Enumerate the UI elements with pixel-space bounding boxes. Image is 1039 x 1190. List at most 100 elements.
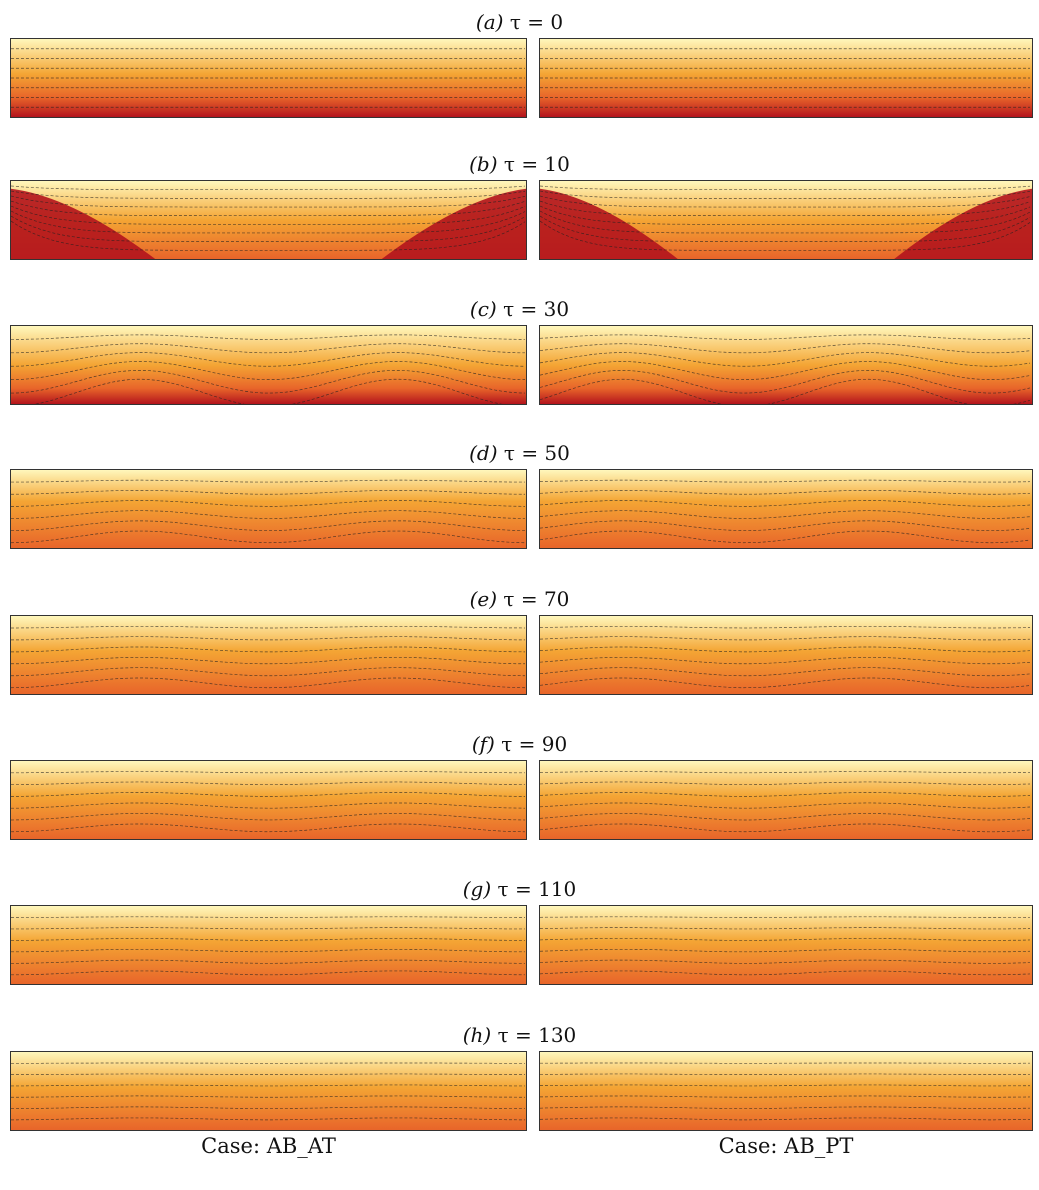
panel-f-ab-pt bbox=[539, 760, 1033, 840]
isotherm-line bbox=[11, 1084, 526, 1087]
isotherm-line bbox=[540, 361, 1031, 380]
row-label-d: (d) bbox=[469, 441, 498, 465]
isotherm-line bbox=[11, 334, 526, 340]
row-label-a: (a) bbox=[475, 10, 504, 34]
isotherm-line bbox=[540, 938, 1031, 941]
temperature-field-g-ab-at bbox=[11, 906, 526, 984]
row-eq-e: τ = 70 bbox=[503, 587, 570, 611]
isotherm-line bbox=[540, 205, 1031, 225]
isotherm-line bbox=[11, 792, 526, 797]
isotherm-line bbox=[540, 490, 1031, 495]
isotherm-line bbox=[540, 510, 1031, 519]
panel-c-ab-at bbox=[10, 325, 527, 405]
field-background bbox=[11, 470, 526, 548]
isotherm-line bbox=[540, 343, 1031, 354]
hot-plume bbox=[540, 188, 678, 259]
isotherm-line bbox=[11, 677, 526, 689]
isotherm-line bbox=[11, 500, 526, 507]
hot-plume bbox=[381, 188, 526, 259]
isotherm-line bbox=[11, 959, 526, 964]
field-background bbox=[540, 906, 1032, 984]
isotherm-line bbox=[11, 185, 526, 191]
panel-e-ab-pt bbox=[539, 615, 1033, 695]
isotherm-line bbox=[540, 500, 1031, 507]
case-label-ab-pt: Case: AB_PT bbox=[718, 1134, 854, 1158]
temperature-field-e-ab-pt bbox=[540, 616, 1032, 694]
row-eq-c: τ = 30 bbox=[503, 297, 570, 321]
row-title-a: (a) τ = 0 bbox=[0, 10, 1039, 34]
temperature-field-e-ab-at bbox=[11, 616, 526, 694]
isotherm-line bbox=[11, 802, 526, 809]
isotherm-line bbox=[11, 210, 526, 234]
isotherm-line bbox=[11, 530, 526, 544]
isotherm-line bbox=[540, 210, 1031, 234]
temperature-field-c-ab-at bbox=[11, 326, 526, 404]
panel-d-ab-at bbox=[10, 469, 527, 549]
isotherm-line bbox=[540, 334, 1031, 340]
isotherm-line bbox=[11, 195, 526, 208]
temperature-field-a-ab-pt bbox=[540, 39, 1032, 117]
panel-h-ab-pt bbox=[539, 1051, 1033, 1131]
field-background bbox=[11, 616, 526, 694]
temperature-field-d-ab-pt bbox=[540, 470, 1032, 548]
isotherm-line bbox=[540, 823, 1031, 833]
isotherm-line bbox=[11, 656, 526, 665]
isotherm-line bbox=[11, 1106, 526, 1109]
isotherm-line bbox=[11, 220, 526, 251]
field-background bbox=[11, 1052, 526, 1130]
isotherm-line bbox=[540, 948, 1031, 953]
temperature-field-g-ab-pt bbox=[540, 906, 1032, 984]
panel-d-ab-pt bbox=[539, 469, 1033, 549]
isotherm-line bbox=[540, 370, 1031, 394]
row-label-h: (h) bbox=[462, 1023, 492, 1047]
isotherm-line bbox=[11, 205, 526, 225]
row-eq-f: τ = 90 bbox=[501, 732, 568, 756]
temperature-field-a-ab-at bbox=[11, 39, 526, 117]
isotherm-line bbox=[540, 646, 1031, 653]
field-background bbox=[540, 616, 1032, 694]
field-background bbox=[540, 1052, 1032, 1130]
temperature-field-b-ab-pt bbox=[540, 181, 1032, 259]
panel-b-ab-pt bbox=[539, 180, 1033, 260]
panel-a-ab-at bbox=[10, 38, 527, 118]
isotherm-line bbox=[540, 792, 1031, 797]
isotherm-line bbox=[540, 195, 1031, 208]
isotherm-line bbox=[540, 215, 1031, 242]
isotherm-line bbox=[540, 625, 1031, 629]
isotherm-line bbox=[540, 771, 1031, 774]
isotherm-line bbox=[540, 636, 1031, 641]
isotherm-line bbox=[11, 927, 526, 930]
field-background bbox=[11, 761, 526, 839]
case-label-ab-at: Case: AB_AT bbox=[201, 1134, 336, 1158]
isotherm-line bbox=[11, 352, 526, 367]
isotherm-line bbox=[11, 215, 526, 242]
isotherm-line bbox=[11, 1117, 526, 1121]
row-title-c: (c) τ = 30 bbox=[0, 297, 1039, 321]
temperature-field-f-ab-pt bbox=[540, 761, 1032, 839]
panel-g-ab-at bbox=[10, 905, 527, 985]
isotherm-line bbox=[540, 677, 1031, 689]
row-label-b: (b) bbox=[469, 152, 498, 176]
isotherm-line bbox=[11, 190, 526, 199]
isotherm-line bbox=[540, 530, 1031, 544]
isotherm-line bbox=[540, 813, 1031, 821]
row-eq-a: τ = 0 bbox=[509, 10, 564, 34]
field-background bbox=[540, 326, 1032, 404]
row-label-e: (e) bbox=[469, 587, 498, 611]
field-background bbox=[540, 470, 1032, 548]
isotherm-line bbox=[540, 916, 1031, 918]
isotherm-line bbox=[11, 1095, 526, 1098]
isotherm-line bbox=[540, 1117, 1031, 1121]
field-background bbox=[11, 326, 526, 404]
row-label-g: (g) bbox=[462, 877, 492, 901]
row-title-b: (b) τ = 10 bbox=[0, 152, 1039, 176]
panel-c-ab-pt bbox=[539, 325, 1033, 405]
isotherm-line bbox=[540, 1073, 1031, 1075]
isotherm-line bbox=[540, 352, 1031, 367]
isotherm-line bbox=[11, 667, 526, 677]
isotherm-line bbox=[11, 771, 526, 774]
row-title-f: (f) τ = 90 bbox=[0, 732, 1039, 756]
temperature-field-h-ab-at bbox=[11, 1052, 526, 1130]
isotherm-line bbox=[540, 220, 1031, 251]
panel-a-ab-pt bbox=[539, 38, 1033, 118]
